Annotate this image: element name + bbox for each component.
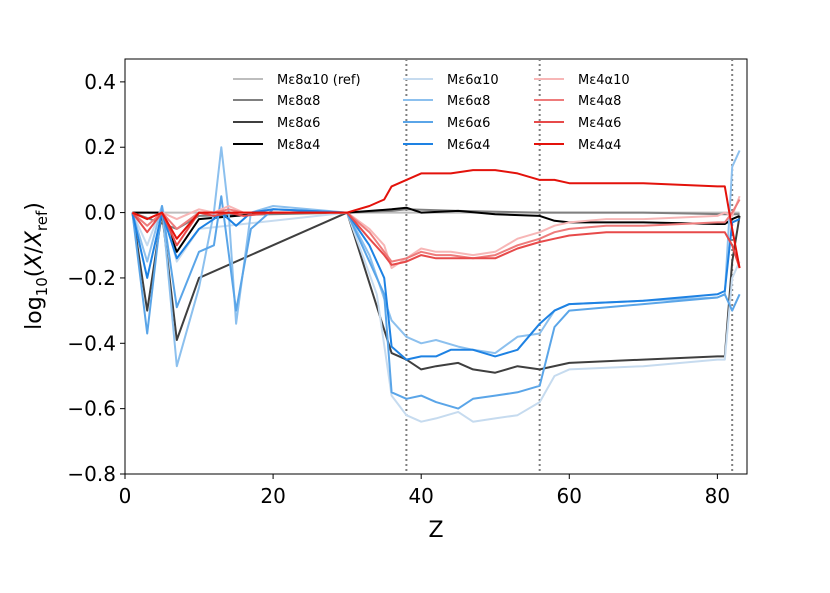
legend-label-9: Mε4α8: [578, 94, 621, 109]
y-tick-label-5: −0.6: [67, 397, 116, 421]
legend-label-5: Mε6α8: [447, 94, 490, 109]
y-axis-label-slash: /: [22, 246, 47, 254]
series-line-2: [131, 211, 741, 374]
x-tick-label-4: 80: [705, 484, 730, 508]
legend-label-1: Mε8α8: [277, 94, 320, 109]
series-line-8: [131, 195, 741, 270]
x-tick-label-2: 40: [408, 484, 433, 508]
plot-area: [124, 58, 748, 475]
y-axis-label-close: ): [22, 202, 47, 211]
x-tick-label-3: 60: [557, 484, 582, 508]
legend-label-10: Mε4α6: [578, 116, 621, 131]
x-axis: 0 20 40 60 80: [119, 474, 730, 508]
y-tick-label-0: 0.4: [84, 70, 116, 94]
legend-label-11: Mε4α4: [578, 138, 621, 153]
y-axis-label-x: X: [22, 253, 47, 270]
y-axis-label: log10(X/Xref): [22, 202, 51, 330]
x-axis-label: Z: [428, 518, 443, 543]
series-line-7: [131, 208, 741, 361]
y-tick-label-1: 0.2: [84, 135, 116, 159]
series-layer: [131, 146, 741, 423]
legend-label-0: Mε8α10 (ref): [277, 73, 361, 88]
series-line-5: [131, 146, 741, 368]
legend-label-8: Mε4α10: [578, 73, 630, 88]
series-line-4: [131, 205, 741, 423]
vline-layer: [405, 59, 734, 474]
y-axis-label-ref: ref: [33, 210, 51, 231]
y-tick-label-2: 0.0: [84, 201, 116, 225]
y-axis-label-base: 10: [33, 277, 51, 296]
y-axis-label-log: log: [22, 296, 47, 330]
series-line-3: [132, 206, 740, 253]
y-tick-label-6: −0.8: [67, 462, 116, 486]
series-line-10: [131, 211, 741, 269]
x-tick-label-1: 20: [260, 484, 285, 508]
legend-label-4: Mε6α10: [447, 73, 499, 88]
series-line-11: [131, 169, 741, 269]
y-axis-label-open: (: [22, 269, 47, 278]
legend: Mε8α10 (ref) Mε8α8 Mε8α6 Mε8α4 Mε6α10 Mε6α8 Mε…: [233, 73, 630, 153]
y-axis-label-xref: X: [22, 230, 47, 247]
legend-label-2: Mε8α6: [277, 116, 320, 131]
y-axis: 0.4 0.2 0.0 −0.2 −0.4 −0.6 −0.8: [67, 70, 125, 486]
legend-label-7: Mε6α4: [447, 138, 490, 153]
legend-label-6: Mε6α6: [447, 116, 490, 131]
series-line-6: [131, 195, 741, 410]
y-tick-label-3: −0.2: [67, 266, 116, 290]
plot-frame: [124, 58, 748, 475]
legend-label-3: Mε8α4: [277, 138, 320, 153]
x-tick-label-0: 0: [119, 484, 132, 508]
y-tick-label-4: −0.4: [67, 331, 116, 355]
